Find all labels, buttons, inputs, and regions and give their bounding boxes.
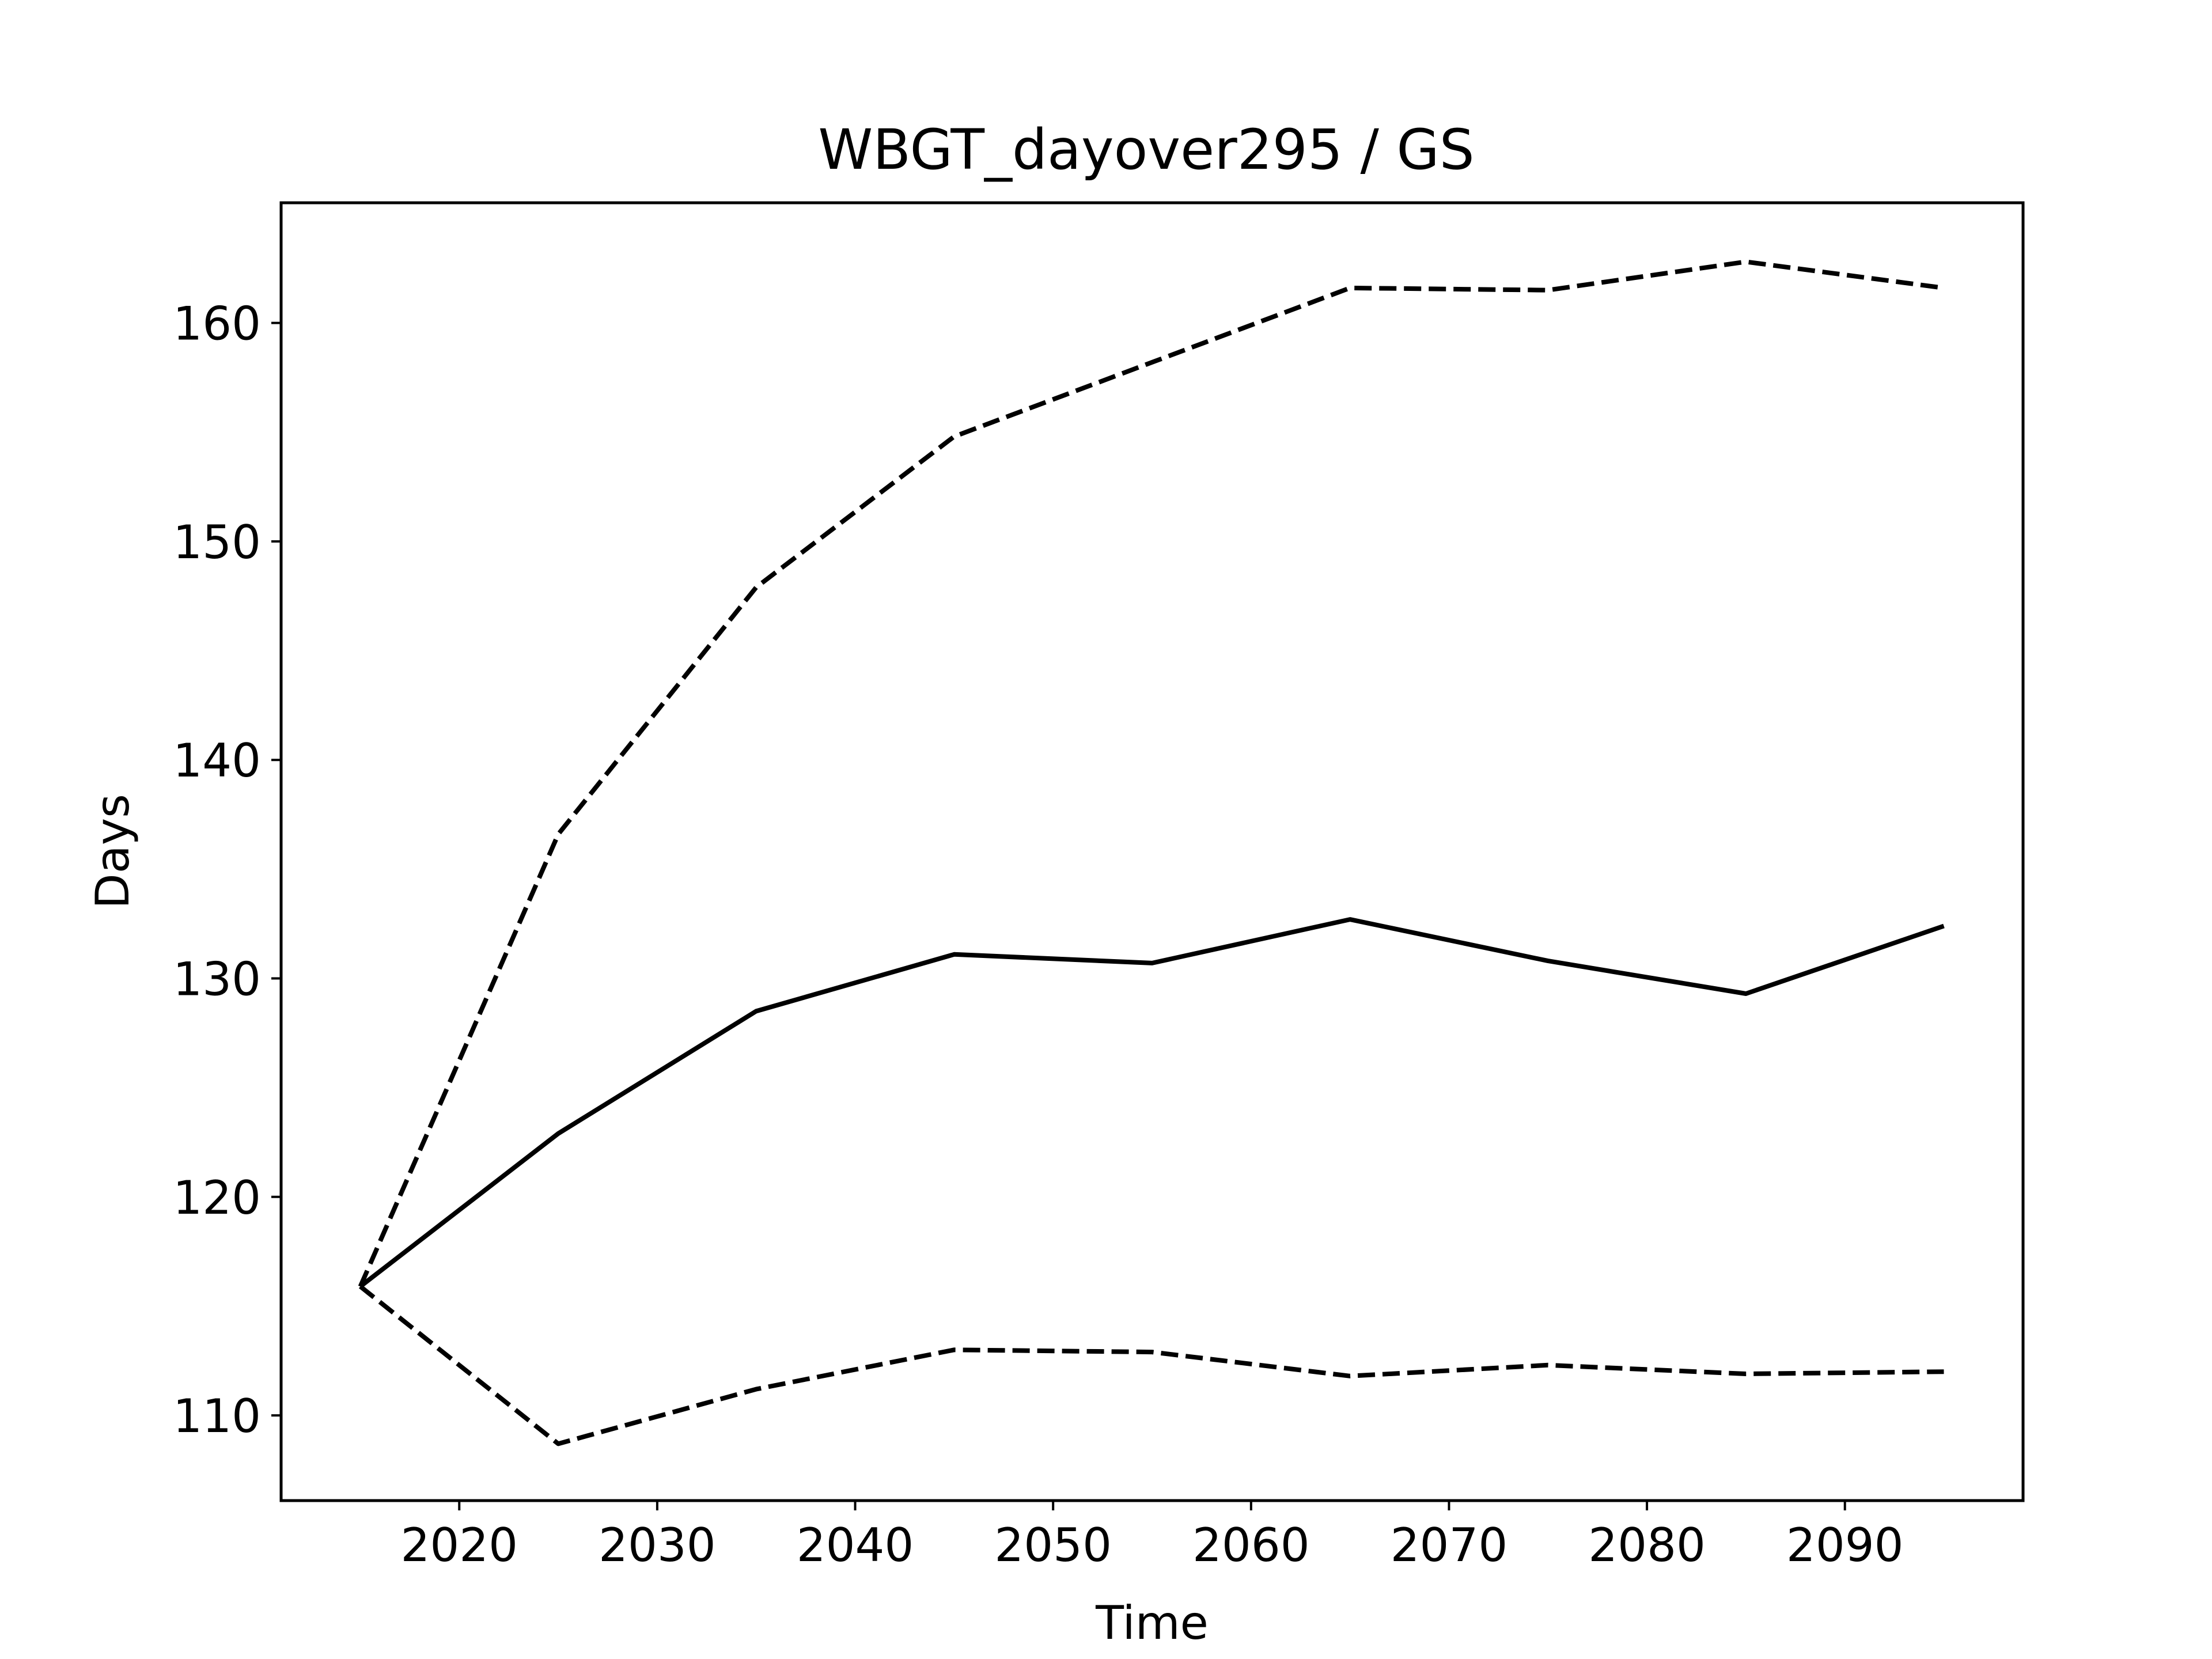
x-tick-label: 2020: [400, 1518, 518, 1572]
series-layer: [361, 262, 1944, 1444]
x-tick-label: 2030: [599, 1518, 716, 1572]
plot-frame: [281, 203, 2023, 1501]
y-tick-label: 150: [173, 516, 261, 569]
y-tick-label: 160: [173, 297, 261, 351]
series-line-3: [361, 1286, 1944, 1444]
y-axis-label: Days: [86, 794, 139, 909]
x-tick-label: 2040: [797, 1518, 914, 1572]
x-tick-label: 2050: [994, 1518, 1112, 1572]
x-tick-label: 2070: [1391, 1518, 1508, 1572]
y-tick-label: 120: [173, 1171, 261, 1225]
x-tick-label: 2080: [1588, 1518, 1706, 1572]
x-tick-label: 2090: [1786, 1518, 1904, 1572]
y-tick-label: 110: [173, 1389, 261, 1443]
y-tick-label: 140: [173, 734, 261, 787]
x-axis-label: Time: [1095, 1596, 1209, 1650]
x-axis: 2020 2030 2040 2050 2060 2070 2080 2090: [400, 1501, 1903, 1572]
x-tick-label: 2060: [1192, 1518, 1310, 1572]
chart-title: WBGT_dayover295 / GS: [818, 118, 1474, 182]
series-line-1: [361, 919, 1944, 1286]
series-line-2: [361, 262, 1944, 1286]
y-axis: 110 120 130 140 150 160: [173, 297, 281, 1443]
y-tick-label: 130: [173, 952, 261, 1006]
